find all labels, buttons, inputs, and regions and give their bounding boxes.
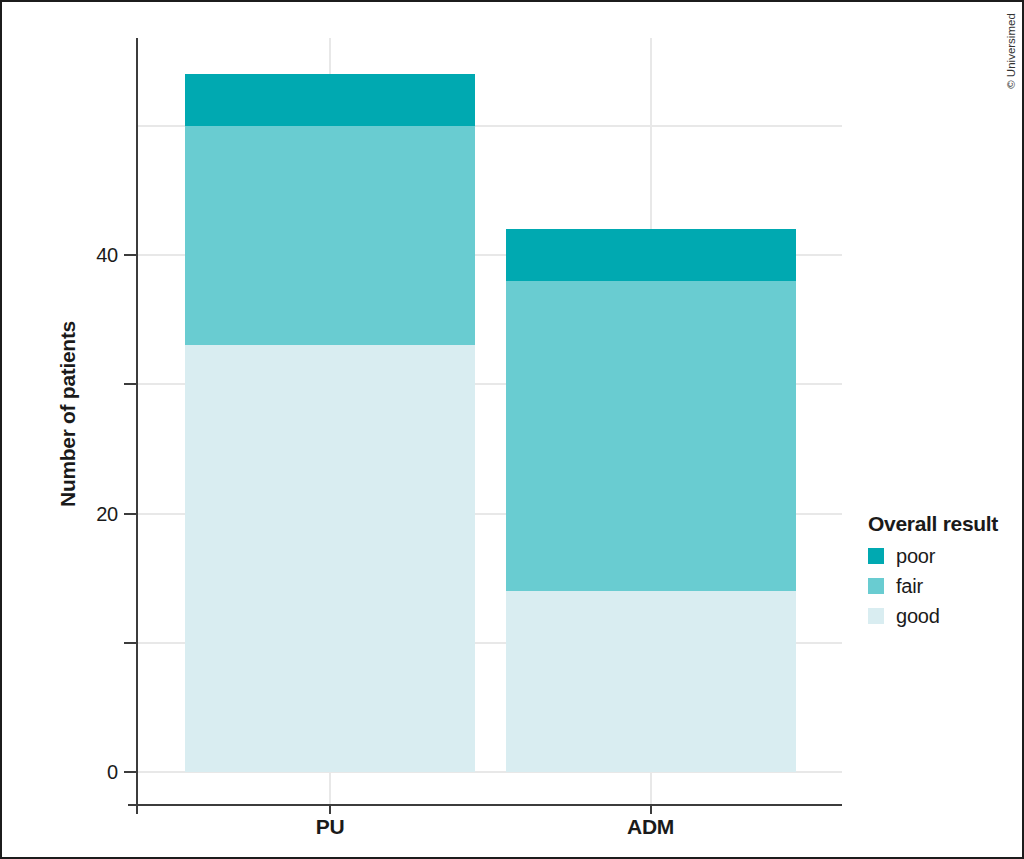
bar-segment-adm-good (506, 591, 796, 772)
legend-item-label: good (896, 605, 940, 627)
y-tick-label: 0 (58, 760, 118, 784)
legend-swatch-good (868, 608, 884, 624)
y-axis-title: Number of patients (56, 294, 80, 534)
bar-segment-adm-poor (506, 229, 796, 281)
y-tick-mark (124, 513, 136, 515)
copyright-credit: © Universimed (1004, 9, 1018, 93)
y-axis-line (136, 38, 138, 814)
legend-item-poor: poor (868, 545, 1018, 567)
x-tick-label-adm: ADM (581, 815, 721, 839)
y-tick-mark (124, 642, 136, 644)
bar-segment-pu-good (185, 345, 475, 772)
x-tick-label-pu: PU (260, 815, 400, 839)
x-tick-mark (650, 805, 652, 814)
legend: Overall result poor fair good (868, 512, 1018, 627)
legend-item-good: good (868, 605, 1018, 627)
x-tick-mark (329, 805, 331, 814)
legend-items: poor fair good (868, 545, 1018, 627)
y-tick-mark (124, 254, 136, 256)
y-tick-mark (124, 771, 136, 773)
legend-swatch-fair (868, 578, 884, 594)
bar-segment-pu-poor (185, 74, 475, 126)
legend-item-fair: fair (868, 575, 1018, 597)
legend-swatch-poor (868, 548, 884, 564)
bar-segment-pu-fair (185, 126, 475, 346)
y-tick-label: 40 (58, 243, 118, 267)
legend-title: Overall result (868, 512, 1018, 536)
stacked-bar-chart-figure: 02040PUADM Number of patients Overall re… (0, 0, 1024, 859)
x-axis-line (128, 804, 842, 806)
bar-segment-adm-fair (506, 281, 796, 591)
chart-panel: 02040PUADM (2, 2, 1024, 859)
legend-item-label: poor (896, 545, 935, 567)
y-tick-mark (124, 383, 136, 385)
legend-item-label: fair (896, 575, 923, 597)
